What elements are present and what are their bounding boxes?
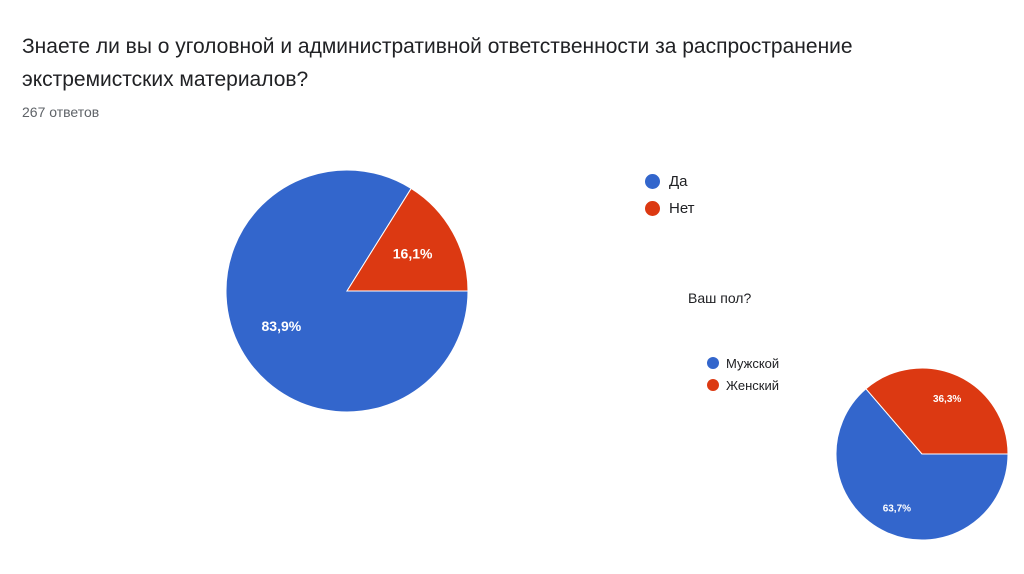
slice-male[interactable]: [835, 388, 1009, 541]
gender-chart-title: Ваш пол?: [688, 290, 752, 306]
legend-main: Да Нет: [645, 168, 695, 222]
legend-gender: Мужской Женский: [707, 352, 779, 396]
legend-dot-male: [707, 357, 719, 369]
slice-no[interactable]: [346, 187, 469, 292]
slice-label-female: 36,3%: [933, 394, 961, 405]
slice-label-no: 16,1%: [393, 245, 433, 261]
legend-item-yes[interactable]: Да: [645, 168, 695, 195]
slice-label-male: 63,7%: [883, 503, 911, 514]
response-count: 267 ответов: [22, 104, 100, 120]
legend-dot-female: [707, 379, 719, 391]
slice-female[interactable]: [865, 367, 1009, 455]
legend-dot-no: [645, 201, 660, 216]
question-title: Знаете ли вы о уголовной и административ…: [22, 35, 853, 91]
legend-label-male: Мужской: [726, 355, 780, 371]
legend-label-yes: Да: [669, 173, 688, 190]
legend-item-no[interactable]: Нет: [645, 195, 695, 222]
legend-dot-yes: [645, 174, 660, 189]
legend-label-female: Женский: [726, 377, 779, 393]
slice-label-yes: 83,9%: [262, 318, 302, 334]
legend-label-no: Нет: [669, 200, 695, 217]
legend-item-male[interactable]: Мужской: [707, 352, 779, 374]
legend-item-female[interactable]: Женский: [707, 374, 779, 396]
